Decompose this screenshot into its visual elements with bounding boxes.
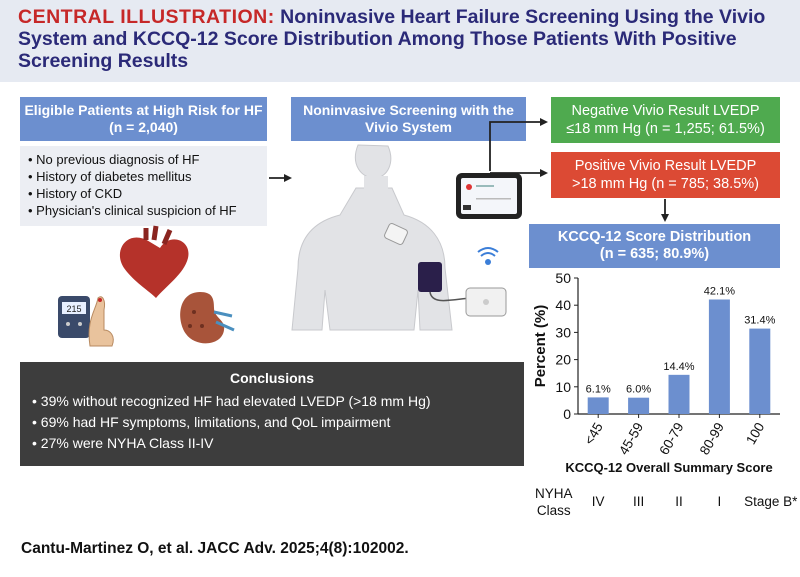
y-tick-label: 10 bbox=[555, 379, 571, 395]
header: CENTRAL ILLUSTRATION: Noninvasive Heart … bbox=[0, 0, 800, 82]
positive-result-box: Positive Vivio Result LVEDP >18 mm Hg (n… bbox=[551, 152, 780, 198]
nyha-label: NYHA Class bbox=[535, 485, 573, 519]
nyha-class: I bbox=[717, 494, 722, 509]
x-tick-label: <45 bbox=[581, 420, 605, 447]
negative-result-box: Negative Vivio Result LVEDP ≤18 mm Hg (n… bbox=[551, 97, 780, 143]
x-tick-label: 60-79 bbox=[656, 420, 686, 457]
screening-subtitle: Vivio System bbox=[365, 119, 452, 135]
title-text: Noninvasive Heart Failure Screening Usin… bbox=[18, 6, 766, 72]
data-label: 6.0% bbox=[626, 384, 651, 396]
negative-line2: ≤18 mm Hg (n = 1,255; 61.5%) bbox=[566, 121, 765, 137]
conclusion-item: 27% were NYHA Class II-IV bbox=[32, 433, 512, 454]
page-title: CENTRAL ILLUSTRATION: Noninvasive Heart … bbox=[18, 6, 784, 72]
arrow-icon bbox=[269, 174, 292, 182]
screening-box: Noninvasive Screening with the Vivio Sys… bbox=[291, 97, 526, 141]
data-label: 42.1% bbox=[704, 285, 735, 297]
citation: Cantu-Martinez O, et al. JACC Adv. 2025;… bbox=[21, 540, 409, 557]
nyha-label-line1: NYHA bbox=[535, 486, 573, 501]
nyha-class: III bbox=[632, 494, 645, 509]
bar bbox=[628, 397, 650, 414]
bar bbox=[749, 328, 771, 414]
data-label: 14.4% bbox=[663, 361, 694, 373]
y-tick-label: 20 bbox=[555, 352, 571, 368]
bar bbox=[668, 374, 690, 414]
y-tick-label: 30 bbox=[555, 324, 571, 340]
title-prefix: CENTRAL ILLUSTRATION: bbox=[18, 6, 275, 28]
eligible-title: Eligible Patients at High Risk for HF bbox=[24, 102, 263, 118]
patient-torso-icon bbox=[291, 144, 453, 331]
eligible-n: (n = 2,040) bbox=[109, 119, 178, 135]
x-axis-label: KCCQ-12 Overall Summary Score bbox=[565, 460, 772, 475]
x-tick-label: 100 bbox=[743, 420, 767, 447]
y-tick-label: 0 bbox=[563, 406, 571, 422]
kccq-title: KCCQ-12 Score Distribution bbox=[557, 229, 752, 245]
conclusions-box: Conclusions 39% without recognized HF ha… bbox=[20, 362, 524, 466]
tablet-icon bbox=[456, 173, 522, 219]
conclusions-title: Conclusions bbox=[229, 370, 314, 386]
criteria-item: Physician's clinical suspicion of HF bbox=[28, 202, 259, 219]
heart-icon bbox=[119, 225, 189, 298]
bar bbox=[708, 299, 730, 414]
criteria-item: No previous diagnosis of HF bbox=[28, 151, 259, 168]
conclusion-item: 39% without recognized HF had elevated L… bbox=[32, 391, 512, 412]
kidney-icon bbox=[180, 292, 235, 344]
x-tick-label: 45-59 bbox=[616, 420, 646, 457]
kccq-n: (n = 635; 80.9%) bbox=[599, 246, 710, 262]
nyha-class: IV bbox=[591, 494, 605, 509]
data-label: 31.4% bbox=[744, 315, 775, 327]
kccq-box: KCCQ-12 Score Distribution (n = 635; 80.… bbox=[529, 224, 780, 268]
bar bbox=[587, 397, 609, 414]
screening-title: Noninvasive Screening with the bbox=[303, 102, 514, 118]
nyha-class: II bbox=[675, 494, 683, 509]
y-axis-label: Percent (%) bbox=[532, 305, 549, 388]
negative-line1: Negative Vivio Result LVEDP bbox=[571, 103, 760, 119]
x-tick-label: 80-99 bbox=[697, 420, 727, 457]
data-label: 6.1% bbox=[586, 383, 611, 395]
glucose-meter-icon: 215 bbox=[58, 296, 114, 347]
nyha-class: Stage B* bbox=[744, 494, 798, 509]
glucose-reading: 215 bbox=[66, 304, 81, 314]
y-tick-label: 50 bbox=[555, 270, 571, 286]
positive-line2: >18 mm Hg (n = 785; 38.5%) bbox=[572, 176, 759, 192]
positive-line1: Positive Vivio Result LVEDP bbox=[574, 158, 757, 174]
nyha-label-line2: Class bbox=[536, 503, 571, 518]
blood-pressure-cuff-icon bbox=[418, 262, 507, 317]
criteria-item: History of diabetes mellitus bbox=[28, 168, 259, 185]
criteria-list: No previous diagnosis of HF History of d… bbox=[20, 146, 267, 226]
criteria-item: History of CKD bbox=[28, 185, 259, 202]
wifi-icon bbox=[477, 247, 499, 265]
y-tick-label: 40 bbox=[555, 297, 571, 313]
conclusion-item: 69% had HF symptoms, limitations, and Qo… bbox=[32, 412, 512, 433]
eligible-patients-box: Eligible Patients at High Risk for HF (n… bbox=[20, 97, 267, 141]
